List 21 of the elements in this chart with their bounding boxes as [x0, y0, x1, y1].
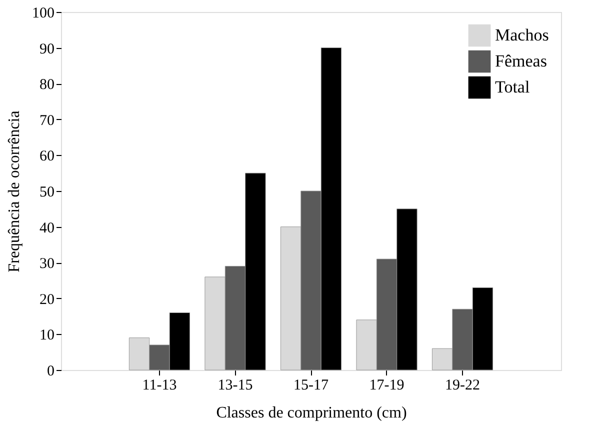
x-axis-title: Classes de comprimento (cm) [216, 404, 407, 422]
y-tick-label: 40 [40, 220, 54, 236]
legend-label: Fêmeas [495, 52, 547, 70]
y-axis-title: Frequência de ocorrência [6, 110, 23, 272]
x-tick-label: 13-15 [218, 378, 253, 394]
y-tick-label: 90 [40, 41, 54, 58]
legend-label: Total [495, 78, 530, 96]
x-tick-label: 19-22 [445, 378, 480, 394]
x-tick-label: 11-13 [142, 378, 177, 394]
y-tick-label: 0 [47, 364, 54, 380]
y-tick-label: 70 [40, 112, 54, 129]
y-tick-label: 20 [40, 292, 54, 308]
y-tick-label: 60 [40, 148, 54, 165]
y-tick-label: 100 [32, 6, 54, 22]
x-tick-label: 17-19 [369, 378, 404, 394]
y-tick-label: 10 [40, 328, 54, 344]
y-tick-label: 30 [40, 256, 54, 272]
y-tick-label: 80 [40, 77, 54, 94]
legend-label: Machos [495, 26, 549, 44]
y-tick-label: 50 [40, 184, 54, 200]
x-tick-label: 15-17 [294, 378, 329, 394]
